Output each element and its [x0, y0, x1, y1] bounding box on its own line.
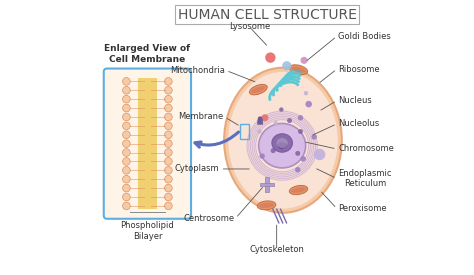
- Circle shape: [298, 115, 303, 120]
- Circle shape: [164, 158, 172, 165]
- Circle shape: [164, 86, 172, 94]
- Circle shape: [281, 143, 285, 147]
- Text: Ribosome: Ribosome: [338, 65, 380, 74]
- Circle shape: [164, 113, 172, 121]
- Circle shape: [123, 86, 130, 94]
- Circle shape: [305, 101, 312, 108]
- Text: Lysosome: Lysosome: [228, 22, 270, 31]
- Circle shape: [281, 142, 285, 146]
- Text: Nucleus: Nucleus: [338, 96, 372, 105]
- Circle shape: [123, 78, 130, 85]
- Circle shape: [259, 153, 265, 159]
- Ellipse shape: [272, 134, 292, 152]
- Circle shape: [281, 145, 285, 148]
- Circle shape: [261, 114, 268, 121]
- Text: Cytoskeleton: Cytoskeleton: [249, 245, 304, 254]
- Text: Peroxisome: Peroxisome: [338, 204, 387, 213]
- Circle shape: [123, 166, 130, 174]
- Circle shape: [273, 121, 278, 125]
- Circle shape: [282, 61, 292, 70]
- FancyBboxPatch shape: [104, 68, 191, 219]
- Circle shape: [287, 118, 292, 123]
- Ellipse shape: [228, 72, 337, 209]
- Ellipse shape: [291, 67, 306, 73]
- Circle shape: [164, 104, 172, 112]
- Circle shape: [257, 129, 262, 134]
- Circle shape: [280, 143, 283, 147]
- Circle shape: [295, 167, 301, 172]
- Circle shape: [281, 143, 285, 147]
- Text: Enlarged View of
Cell Membrane: Enlarged View of Cell Membrane: [104, 44, 191, 64]
- Text: Chromosome: Chromosome: [338, 144, 394, 153]
- Circle shape: [123, 131, 130, 139]
- Text: Endoplasmic
Reticulum: Endoplasmic Reticulum: [338, 169, 392, 188]
- Circle shape: [279, 144, 283, 148]
- Circle shape: [123, 122, 130, 130]
- Bar: [138, 78, 157, 210]
- Circle shape: [164, 95, 172, 103]
- Ellipse shape: [251, 86, 265, 93]
- Circle shape: [265, 53, 275, 63]
- Text: Phospholipid
Bilayer: Phospholipid Bilayer: [120, 221, 174, 241]
- Circle shape: [123, 193, 130, 201]
- Circle shape: [164, 184, 172, 192]
- Circle shape: [164, 131, 172, 139]
- Circle shape: [311, 134, 317, 140]
- Ellipse shape: [276, 138, 288, 148]
- Circle shape: [278, 143, 282, 147]
- Circle shape: [280, 145, 284, 149]
- Circle shape: [279, 143, 283, 147]
- Text: Goldi Bodies: Goldi Bodies: [338, 32, 391, 41]
- Ellipse shape: [259, 203, 274, 208]
- Ellipse shape: [289, 185, 308, 195]
- Circle shape: [123, 140, 130, 147]
- Circle shape: [164, 202, 172, 210]
- Circle shape: [164, 122, 172, 130]
- Ellipse shape: [224, 68, 342, 213]
- Ellipse shape: [257, 201, 276, 210]
- Circle shape: [279, 108, 283, 112]
- Bar: [260, 183, 274, 186]
- Circle shape: [280, 142, 283, 146]
- Circle shape: [304, 91, 308, 95]
- Circle shape: [314, 149, 325, 160]
- Circle shape: [123, 175, 130, 183]
- Circle shape: [295, 151, 300, 156]
- Circle shape: [164, 78, 172, 85]
- Circle shape: [123, 104, 130, 112]
- Circle shape: [164, 166, 172, 174]
- Circle shape: [123, 95, 130, 103]
- Circle shape: [123, 158, 130, 165]
- Text: Cytoplasm: Cytoplasm: [174, 164, 219, 174]
- Circle shape: [123, 149, 130, 156]
- Ellipse shape: [291, 187, 306, 193]
- Circle shape: [283, 144, 287, 147]
- Circle shape: [301, 156, 306, 162]
- Circle shape: [298, 129, 303, 134]
- Circle shape: [164, 193, 172, 201]
- Ellipse shape: [249, 84, 267, 95]
- Circle shape: [278, 145, 282, 148]
- Bar: [265, 177, 269, 192]
- Circle shape: [123, 202, 130, 210]
- Circle shape: [271, 148, 275, 153]
- Circle shape: [283, 143, 287, 147]
- Circle shape: [164, 140, 172, 147]
- Text: HUMAN CELL STRUCTURE: HUMAN CELL STRUCTURE: [178, 7, 356, 21]
- Circle shape: [278, 142, 282, 146]
- Circle shape: [164, 149, 172, 156]
- Circle shape: [301, 57, 308, 64]
- Text: Nucleolus: Nucleolus: [338, 119, 380, 128]
- Text: Centrosome: Centrosome: [183, 214, 234, 223]
- Ellipse shape: [290, 65, 308, 75]
- Circle shape: [123, 184, 130, 192]
- Text: Mitochondria: Mitochondria: [170, 66, 225, 75]
- Ellipse shape: [259, 123, 306, 168]
- Circle shape: [164, 175, 172, 183]
- Circle shape: [123, 113, 130, 121]
- Text: Membrane: Membrane: [178, 112, 223, 122]
